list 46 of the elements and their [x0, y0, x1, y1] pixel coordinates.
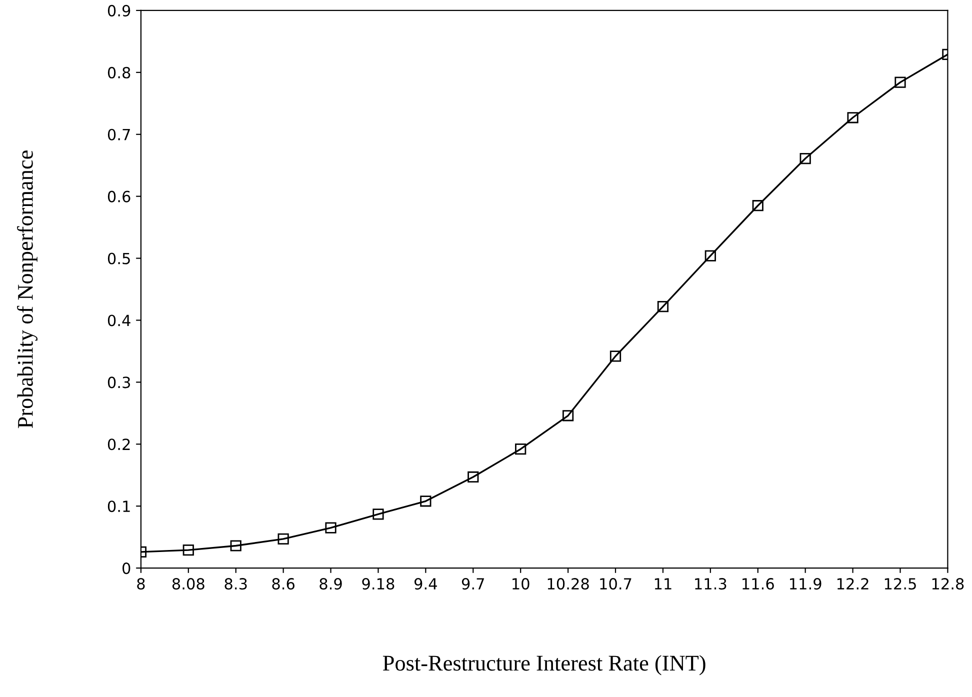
x-tick-label: 8 [137, 578, 145, 590]
x-tick-label: 12.8 [932, 578, 964, 590]
x-tick-label: 12.2 [837, 578, 868, 590]
point [894, 76, 906, 88]
x-tick-label: 8.08 [172, 578, 204, 590]
point [372, 508, 384, 520]
point [515, 444, 526, 455]
point [278, 533, 289, 544]
point [468, 471, 479, 483]
point [847, 112, 858, 124]
point [610, 350, 622, 362]
point [420, 496, 432, 507]
y-tick-label: 0.8 [108, 66, 130, 78]
y-axis-title: Probability of Nonperformance [17, 150, 38, 428]
point [325, 522, 336, 534]
point [752, 200, 764, 212]
x-tick-label: 12.5 [884, 578, 916, 590]
x-tick-label: 9.18 [362, 578, 394, 590]
point [562, 410, 574, 422]
point [800, 152, 811, 164]
point [230, 540, 242, 552]
x-tick-label: 10.7 [600, 578, 632, 590]
x-tick-label: 11.9 [790, 578, 822, 590]
y-tick-label: 0.7 [108, 128, 130, 140]
y-tick-label: 0.4 [108, 314, 130, 326]
y-tick-label: 0.6 [108, 190, 130, 202]
point [704, 250, 716, 262]
y-tick-label: 0.9 [108, 4, 130, 16]
y-tick-label: 0.5 [108, 252, 130, 264]
x-axis-title: Post-Restructure Interest Rate (INT) [382, 655, 706, 676]
x-tick-label: 11.6 [742, 578, 774, 590]
x-tick-label: 9.7 [462, 578, 484, 590]
x-tick-label: 10.28 [548, 578, 589, 590]
y-tick-label: 0 [122, 562, 130, 574]
point [182, 544, 194, 556]
x-tick-label: 9.4 [414, 578, 437, 590]
x-tick-label: 8.3 [224, 578, 247, 590]
x-tick-label: 11.3 [695, 578, 726, 590]
y-tick-label: 0.1 [108, 500, 130, 512]
y-tick-label: 0.3 [108, 376, 130, 388]
x-tick-label: 8.6 [272, 578, 294, 590]
point [657, 301, 669, 312]
x-tick-label: 8.9 [320, 578, 342, 590]
y-tick-label: 0.2 [108, 438, 130, 450]
x-tick-label: 11 [654, 578, 672, 590]
x-tick-label: 10 [512, 578, 530, 590]
